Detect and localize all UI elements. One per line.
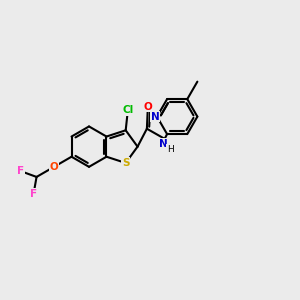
Text: F: F: [30, 189, 37, 199]
Text: O: O: [50, 162, 58, 172]
Text: O: O: [143, 102, 152, 112]
Text: F: F: [17, 166, 24, 176]
Text: N: N: [151, 112, 159, 122]
Text: S: S: [122, 158, 129, 168]
Text: N: N: [159, 139, 167, 149]
Text: Cl: Cl: [122, 105, 134, 115]
Text: H: H: [167, 145, 173, 154]
